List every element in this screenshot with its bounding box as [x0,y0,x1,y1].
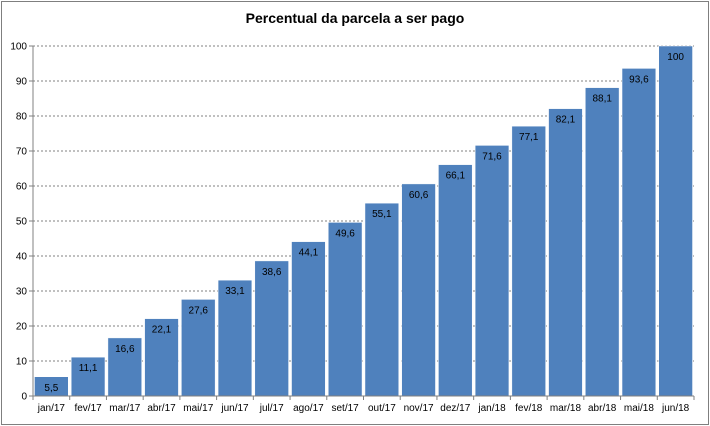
x-tick-label: ago/17 [293,403,324,414]
bar [291,241,326,397]
chart-title: Percentual da parcela a ser pago [245,10,465,26]
x-tick-label: abr/18 [588,403,617,414]
x-tick-label: mai/17 [183,403,213,414]
axes [32,46,694,397]
y-tick-label: 60 [16,182,28,193]
bar [327,222,363,397]
data-label: 38,6 [262,267,282,278]
x-tick-label: out/17 [368,403,396,414]
y-tick-label: 50 [16,217,28,228]
y-tick-label: 100 [10,42,27,53]
x-tick-label: mar/17 [109,403,141,414]
data-label: 49,6 [335,228,355,239]
bar [548,108,583,397]
bar [254,260,289,397]
y-axis-ticks: 0 10 20 30 40 50 60 70 80 90 100 [10,42,33,403]
y-tick-label: 30 [16,287,28,298]
data-label: 88,1 [592,94,612,105]
bar [70,356,106,397]
bar [658,45,693,397]
x-axis-ticks: jan/17 fev/17 mar/17 abr/17 mai/17 jun/17 jul/… [32,396,695,414]
y-tick-label: 10 [16,357,28,368]
y-tick-label: 70 [16,147,28,158]
data-label: 77,1 [519,132,539,143]
x-tick-label: set/17 [332,403,360,414]
data-label: 16,6 [115,344,135,355]
data-label: 11,1 [79,363,98,374]
data-labels: 5,5 11,1 16,6 22,1 27,6 33,1 38,6 44,1 49,6 55,1 6… [44,52,684,394]
x-tick-label: mai/18 [624,403,654,414]
data-label: 100 [667,52,684,63]
data-label: 60,6 [409,190,429,201]
data-label: 33,1 [225,286,245,297]
data-label: 5,5 [44,383,58,394]
x-tick-label: fev/18 [515,403,543,414]
data-label: 93,6 [629,74,649,85]
x-tick-label: jun/17 [220,403,249,414]
bar [511,125,546,397]
data-label: 27,6 [189,305,209,316]
y-tick-label: 0 [21,392,27,403]
bar [217,279,253,397]
data-label: 71,6 [482,151,502,162]
data-label: 22,1 [152,325,172,336]
x-tick-label: jun/18 [661,403,690,414]
data-label: 44,1 [299,248,319,259]
bar [474,145,510,397]
y-tick-label: 90 [16,77,28,88]
x-tick-label: abr/17 [147,403,176,414]
bar [438,164,473,397]
x-tick-label: mar/18 [550,403,582,414]
y-tick-label: 40 [16,252,28,263]
data-label: 66,1 [446,171,466,182]
x-tick-label: jan/17 [37,403,66,414]
data-label: 82,1 [556,115,576,126]
bar [585,87,620,397]
x-tick-label: nov/17 [404,403,434,414]
x-tick-label: jan/18 [477,403,506,414]
bar [364,202,400,397]
x-tick-label: fev/17 [74,403,102,414]
x-tick-label: jul/17 [259,403,284,414]
y-tick-label: 20 [16,322,28,333]
bar [401,183,436,397]
data-label: 55,1 [372,209,392,220]
bars [34,45,693,397]
x-tick-label: dez/17 [440,403,470,414]
bar [621,68,657,397]
y-tick-label: 80 [16,112,28,123]
